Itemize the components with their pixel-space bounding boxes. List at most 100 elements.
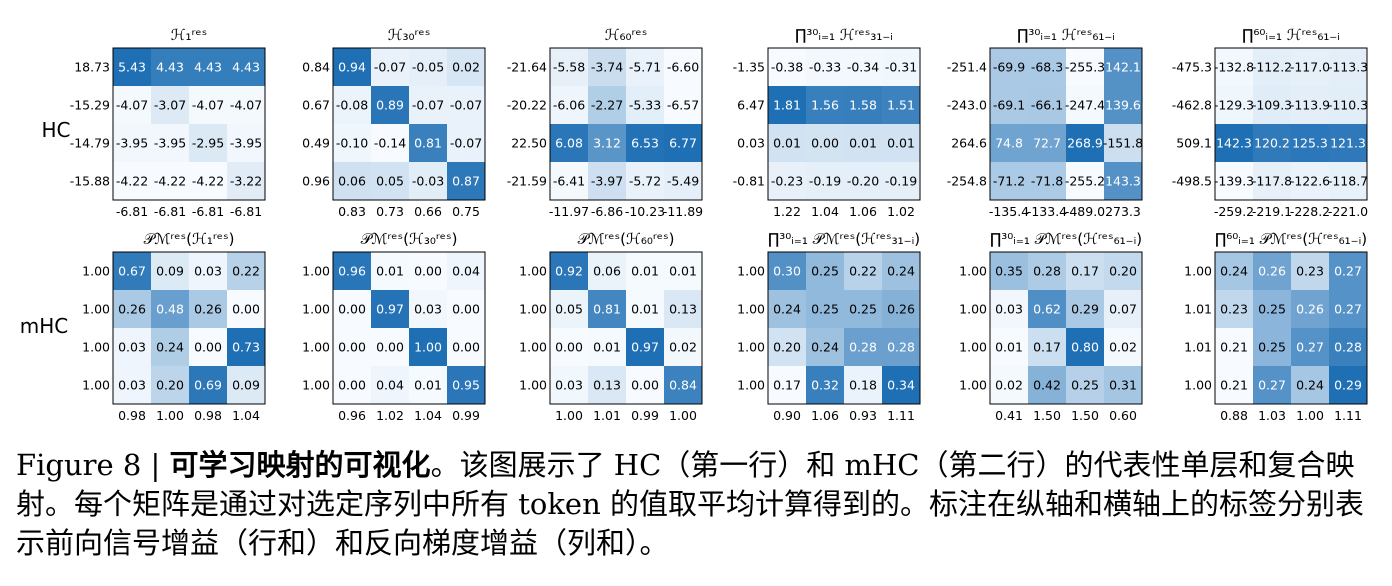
heatmap-cell: [409, 366, 447, 404]
heatmap-cell: [1215, 328, 1253, 366]
cell-value: 0.03: [118, 378, 146, 393]
row-sum-label: 1.00: [959, 340, 987, 355]
heatmap-cell: [113, 86, 151, 124]
heatmap-cell: [371, 290, 409, 328]
heatmap-cell: [1253, 48, 1291, 86]
heatmap-cell: [409, 162, 447, 200]
cell-value: 0.26: [194, 302, 222, 317]
heatmap-cell: [1028, 86, 1066, 124]
heatmap-panel-11: ∏⁶⁰ᵢ₌₁ 𝒫ℳʳᵉˢ(ℋʳᵉˢ₆₁₋ᵢ) 0.24 0.26 0.23 0.27 1.…: [1184, 230, 1368, 423]
heatmap-cell: [1215, 290, 1253, 328]
heatmap-cell: [990, 48, 1028, 86]
cell-value: -3.95: [116, 136, 148, 151]
row-sum-label: 1.00: [1184, 378, 1212, 393]
heatmap-cell: [1104, 48, 1142, 86]
row-sum-label: 0.03: [737, 136, 765, 151]
heatmap-cell: [1066, 48, 1104, 86]
heatmap-cell: [227, 124, 265, 162]
heatmap-cell: [768, 328, 806, 366]
cell-value: 0.01: [376, 264, 404, 279]
heatmap-cell: [768, 162, 806, 200]
heatmap-cell: [189, 366, 227, 404]
cell-value: 0.00: [338, 340, 366, 355]
col-sum-label: 273.3: [1105, 204, 1141, 219]
heatmap-cell: [447, 162, 485, 200]
col-sum-label: 1.03: [1258, 408, 1286, 423]
heatmap-cell: [409, 252, 447, 290]
row-label-0: HC: [41, 118, 70, 142]
heatmap-cell: [371, 86, 409, 124]
cell-value: 0.00: [631, 378, 659, 393]
cell-value: 0.73: [232, 340, 260, 355]
cell-value: 0.87: [452, 174, 480, 189]
heatmap-cell: [844, 124, 882, 162]
cell-value: 0.26: [887, 302, 915, 317]
heatmap-cell: [189, 162, 227, 200]
heatmap-cell: [1066, 86, 1104, 124]
cell-value: -0.10: [336, 136, 368, 151]
heatmap-cell: [151, 48, 189, 86]
heatmap-cell: [1104, 328, 1142, 366]
cell-value: -6.41: [553, 174, 585, 189]
panel-title: 𝒫ℳʳᵉˢ(ℋ₁ʳᵉˢ): [144, 230, 235, 248]
heatmap-cell: [409, 86, 447, 124]
row-label-1: mHC: [20, 314, 69, 338]
cell-value: -0.03: [412, 174, 444, 189]
heatmap-panel-5: ∏⁶⁰ᵢ₌₁ ℋʳᵉˢ₆₁₋ᵢ -132.8-112.2-117.0-113.3 -…: [1172, 26, 1368, 219]
cell-value: 6.77: [669, 136, 697, 151]
col-sum-label: -6.86: [591, 204, 623, 219]
cell-value: 0.42: [1033, 378, 1061, 393]
cell-value: 120.2: [1254, 136, 1290, 151]
heatmap-cell: [1104, 366, 1142, 404]
heatmap-cell: [1066, 124, 1104, 162]
cell-value: -0.23: [771, 174, 803, 189]
col-sum-label: 1.00: [156, 408, 184, 423]
heatmap-cell: [588, 290, 626, 328]
row-sum-label: 1.00: [737, 264, 765, 279]
col-sum-label: -6.81: [192, 204, 224, 219]
cell-value: 0.02: [1109, 340, 1137, 355]
col-sum-label: 1.22: [773, 204, 801, 219]
cell-value: 0.13: [669, 302, 697, 317]
heatmap-cell: [1291, 48, 1329, 86]
cell-value: 0.02: [452, 60, 480, 75]
cell-value: 0.94: [338, 60, 366, 75]
cell-value: -0.05: [412, 60, 444, 75]
heatmap-cell: [1215, 366, 1253, 404]
col-sum-label: -228.2: [1290, 204, 1330, 219]
heatmap-cell: [882, 328, 920, 366]
col-sum-label: 1.02: [376, 408, 404, 423]
row-sum-label: 18.73: [74, 60, 110, 75]
heatmap-cell: [844, 48, 882, 86]
heatmap-cell: [151, 290, 189, 328]
cell-value: -5.71: [629, 60, 661, 75]
cell-value: -2.95: [192, 136, 224, 151]
panel-frame: [332, 47, 486, 201]
cell-value: 0.28: [1033, 264, 1061, 279]
cell-value: 0.01: [849, 136, 877, 151]
row-sum-label: 1.00: [82, 302, 110, 317]
cell-value: 0.01: [631, 302, 659, 317]
cell-value: 1.51: [887, 98, 915, 113]
heatmap-cell: [1291, 328, 1329, 366]
cell-value: -6.60: [667, 60, 699, 75]
col-sum-label: 1.50: [1033, 408, 1061, 423]
heatmap-cell: [882, 290, 920, 328]
row-sum-label: -21.59: [507, 174, 547, 189]
col-sum-label: 0.41: [995, 408, 1023, 423]
cell-value: 0.28: [849, 340, 877, 355]
heatmap-cell: [550, 252, 588, 290]
heatmap-cell: [844, 86, 882, 124]
col-sum-label: -11.97: [549, 204, 589, 219]
heatmap-cell: [1066, 328, 1104, 366]
cell-value: 0.00: [811, 136, 839, 151]
cell-value: 125.3: [1292, 136, 1328, 151]
heatmap-cell: [113, 48, 151, 86]
heatmap-cell: [189, 252, 227, 290]
row-sum-label: 0.67: [302, 98, 330, 113]
cell-value: 1.00: [414, 340, 442, 355]
panel-frame: [112, 251, 266, 405]
cell-value: 0.00: [376, 340, 404, 355]
heatmap-cell: [333, 366, 371, 404]
cell-value: -5.33: [629, 98, 661, 113]
